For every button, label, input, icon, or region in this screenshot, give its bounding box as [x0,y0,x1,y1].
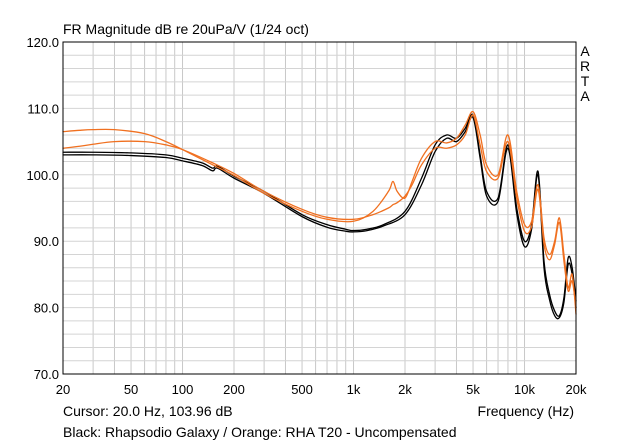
plot-frame [62,41,577,375]
series-layer [62,110,577,320]
y-tick-label: 100.0 [26,168,59,183]
legend-text: Black: Rhapsodio Galaxy / Orange: RHA T2… [63,424,457,440]
series-line-1 [62,113,577,317]
x-axis-label: Frequency (Hz) [478,403,574,419]
watermark-letter: R [580,58,590,74]
watermark-letter: A [580,88,590,104]
y-tick-label: 90.0 [34,234,59,249]
x-tick-label: 20k [566,382,587,397]
x-tick-label: 10k [514,382,535,397]
plot-grid [62,42,577,374]
y-tick-label: 110.0 [27,101,59,116]
y-tick-label: 70.0 [34,367,59,382]
series-line-3 [62,110,577,315]
series-line-4 [62,114,577,309]
watermark-letter: A [580,43,590,59]
x-tick-label: 100 [172,382,194,397]
x-tick-label: 5k [466,382,480,397]
y-tick-label: 120.0 [26,35,59,50]
x-tick-label: 200 [223,382,245,397]
x-tick-label: 1k [347,382,361,397]
watermark-letter: T [581,73,590,89]
y-tick-labels: 120.0 110.0 100.0 90.0 80.0 70.0 [26,35,59,382]
x-tick-label: 500 [291,382,313,397]
x-tick-label: 20 [56,382,70,397]
chart-title: FR Magnitude dB re 20uPa/V (1/24 oct) [63,21,309,37]
x-tick-label: 2k [398,382,412,397]
x-tick-labels: 20 50 100 200 500 1k 2k 5k 10k 20k [56,382,587,397]
y-tick-label: 80.0 [34,301,59,316]
cursor-readout: Cursor: 20.0 Hz, 103.96 dB [63,403,233,419]
series-line-2 [62,116,577,320]
x-tick-label: 50 [124,382,138,397]
